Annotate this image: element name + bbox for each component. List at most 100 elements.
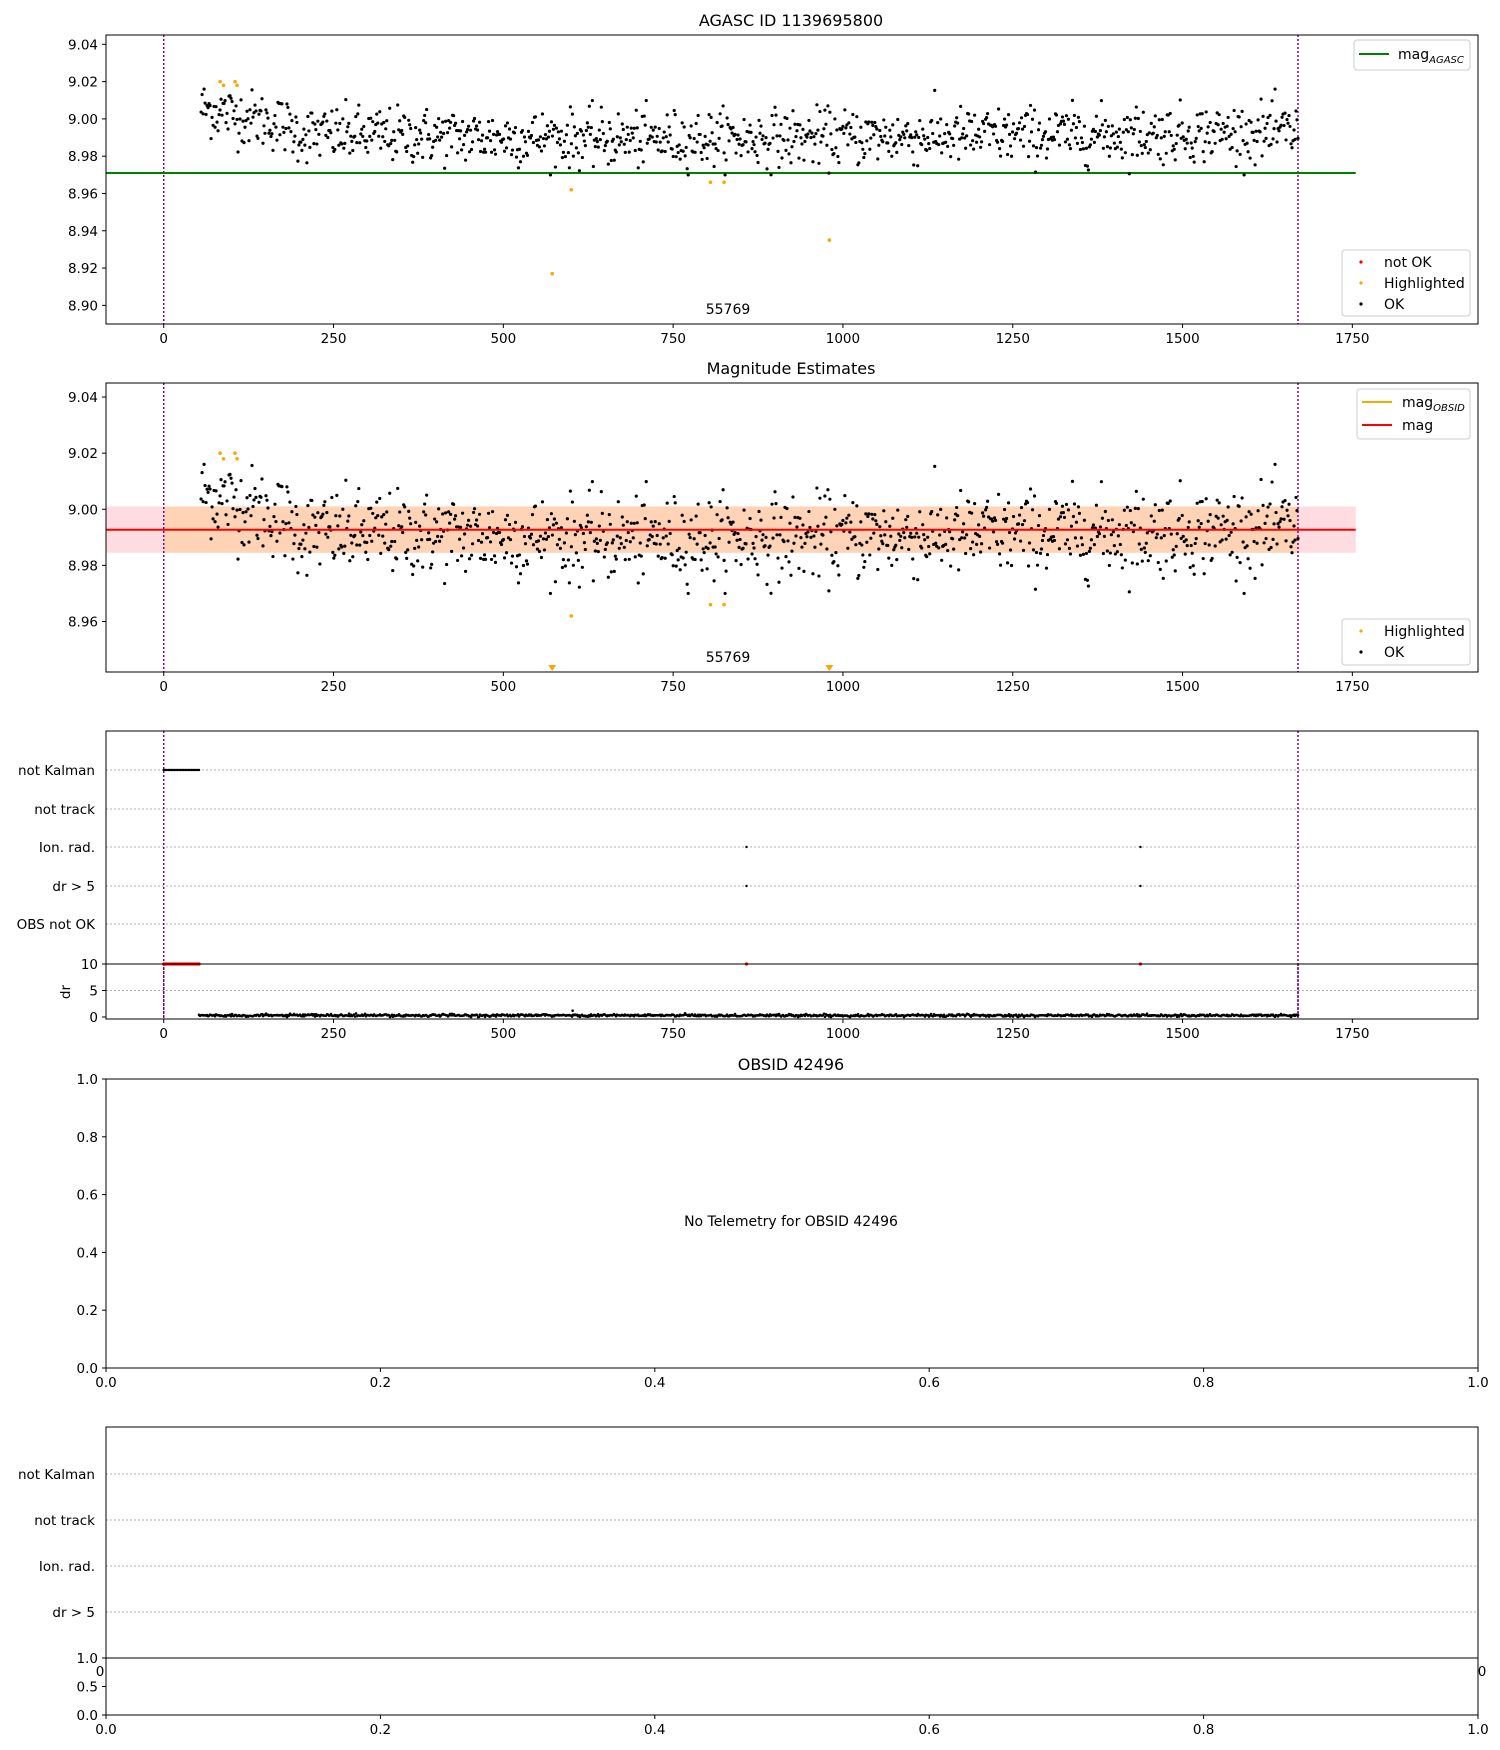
ok-point (853, 535, 857, 539)
ok-point (1190, 146, 1194, 150)
ok-point (1107, 563, 1111, 568)
ok-point (718, 499, 722, 504)
ok-point (857, 161, 861, 165)
ok-point (673, 501, 677, 505)
ok-point (975, 140, 979, 144)
ok-point (627, 150, 631, 154)
ok-point (1245, 544, 1249, 548)
ok-point (421, 565, 425, 569)
flag-row-label: Ion. rad. (39, 1559, 95, 1575)
ok-point (911, 150, 915, 154)
ok-point (1136, 116, 1140, 121)
ok-point (1155, 133, 1159, 138)
ok-point (909, 133, 913, 137)
ok-point (216, 525, 220, 529)
ok-point (343, 141, 347, 145)
ok-point (1210, 556, 1214, 561)
ok-point (889, 135, 893, 139)
ok-point (454, 514, 458, 518)
ok-point (366, 150, 370, 154)
dr-ok-point (354, 1012, 358, 1015)
ok-point (1258, 130, 1262, 134)
ok-point (878, 128, 882, 133)
ok-point (730, 131, 734, 135)
ok-point (330, 109, 334, 113)
ok-point (241, 511, 245, 515)
ok-point (552, 123, 557, 127)
ok-point (713, 142, 717, 146)
ok-point (613, 554, 617, 558)
ok-point (459, 148, 464, 152)
ok-point (462, 532, 467, 536)
ok-point (990, 519, 995, 523)
ok-point (571, 563, 575, 567)
ok-point (1043, 130, 1048, 134)
ok-point (346, 125, 350, 129)
x-tick-label: 1750 (1335, 1026, 1369, 1042)
ok-point (668, 133, 672, 137)
ok-point (1062, 122, 1067, 126)
panel5-hidden-xtick-left: 0 (96, 1664, 105, 1680)
ok-point (522, 534, 527, 539)
ok-point (463, 158, 468, 162)
ok-point (226, 522, 230, 527)
ok-point (672, 108, 676, 113)
ok-point (357, 486, 361, 491)
ok-point (917, 535, 921, 539)
ok-point (210, 505, 214, 509)
ok-point (686, 173, 690, 177)
ok-point (549, 120, 554, 124)
ok-point (1237, 504, 1241, 508)
ok-point (888, 128, 892, 132)
ok-point (1142, 143, 1146, 147)
ok-point (644, 98, 648, 103)
ok-point (525, 153, 530, 157)
ok-point (736, 133, 740, 137)
ok-point (864, 512, 868, 516)
ok-point (1220, 137, 1224, 141)
ok-point (1125, 505, 1129, 509)
ok-point (1134, 489, 1138, 494)
ok-point (302, 523, 306, 527)
ok-point (937, 546, 941, 550)
ok-point (862, 155, 866, 160)
ok-point (721, 104, 725, 108)
ok-point (315, 142, 319, 146)
ok-point (860, 141, 864, 145)
ok-point (454, 121, 458, 125)
ok-point (872, 531, 876, 535)
ok-point (347, 121, 351, 125)
ok-point (600, 511, 604, 515)
panel3-dr-frame (105, 963, 1479, 1020)
ok-point (895, 558, 899, 562)
ok-point (246, 117, 250, 121)
ok-point (687, 532, 691, 536)
ok-point (561, 150, 566, 154)
ok-point (944, 542, 948, 547)
ok-point (1105, 549, 1109, 553)
ok-point (219, 97, 223, 101)
ok-point (548, 591, 553, 596)
ok-point (1115, 550, 1119, 554)
ok-point (503, 518, 508, 522)
dr-ok-point (494, 1015, 498, 1018)
ok-point (202, 462, 206, 466)
dr-ok-point (363, 1012, 367, 1016)
ok-point (450, 145, 454, 149)
ok-point (493, 560, 498, 564)
ok-point (817, 161, 821, 165)
ok-point (1278, 520, 1282, 524)
ok-point (683, 154, 687, 158)
ok-point (840, 127, 844, 131)
ok-point (1240, 109, 1244, 114)
ok-point (1229, 132, 1233, 136)
ok-point (921, 127, 925, 131)
ok-point (723, 173, 727, 177)
ok-point (987, 143, 992, 147)
ok-point (270, 530, 274, 534)
ok-point (418, 524, 422, 528)
ok-point (1133, 116, 1137, 120)
ok-point (1238, 561, 1242, 565)
ok-point (969, 143, 973, 147)
ok-point (581, 133, 585, 137)
